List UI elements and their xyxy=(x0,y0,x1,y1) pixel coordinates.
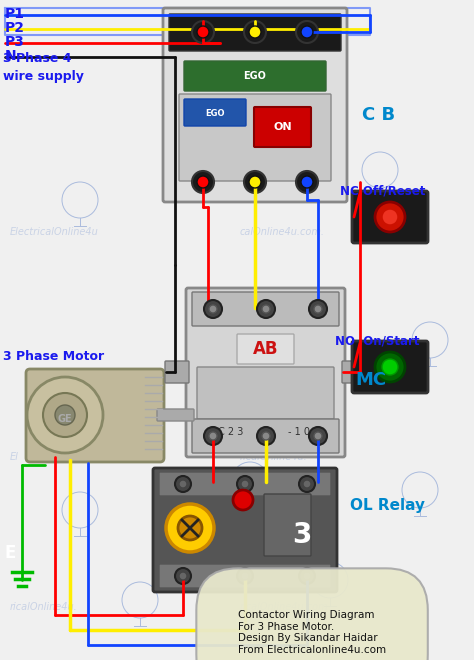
FancyBboxPatch shape xyxy=(237,334,294,364)
Text: EGO: EGO xyxy=(205,108,225,117)
Text: E: E xyxy=(5,544,17,562)
FancyBboxPatch shape xyxy=(342,361,366,383)
Text: ricalOnline4u.: ricalOnline4u. xyxy=(10,602,78,612)
Text: ricalOnline4u.: ricalOnline4u. xyxy=(240,452,308,462)
FancyBboxPatch shape xyxy=(197,367,334,419)
FancyBboxPatch shape xyxy=(264,494,311,556)
FancyBboxPatch shape xyxy=(192,419,339,453)
Circle shape xyxy=(166,504,214,552)
Circle shape xyxy=(375,202,405,232)
Circle shape xyxy=(209,305,217,313)
Circle shape xyxy=(262,305,270,313)
FancyBboxPatch shape xyxy=(159,472,331,496)
Circle shape xyxy=(249,26,261,38)
Text: GE: GE xyxy=(58,414,73,424)
Text: NO  On/Start: NO On/Start xyxy=(335,335,419,348)
Text: ricalOnline4u.com: ricalOnline4u.com xyxy=(240,602,328,612)
Circle shape xyxy=(204,300,222,318)
FancyBboxPatch shape xyxy=(184,61,326,91)
Text: P3: P3 xyxy=(5,35,25,49)
Circle shape xyxy=(382,209,398,225)
Circle shape xyxy=(299,568,315,584)
FancyBboxPatch shape xyxy=(184,99,246,126)
Circle shape xyxy=(175,568,191,584)
Circle shape xyxy=(244,21,266,43)
Circle shape xyxy=(27,377,103,453)
FancyBboxPatch shape xyxy=(179,94,331,181)
FancyBboxPatch shape xyxy=(192,292,339,326)
Text: ElectricalOnline4u: ElectricalOnline4u xyxy=(10,227,99,237)
FancyBboxPatch shape xyxy=(163,8,347,202)
Circle shape xyxy=(296,171,318,193)
Text: EGO: EGO xyxy=(244,71,266,81)
Text: 3 Phase 4
wire supply: 3 Phase 4 wire supply xyxy=(3,52,84,83)
Text: 3: 3 xyxy=(292,521,312,549)
Text: AB: AB xyxy=(253,340,279,358)
Circle shape xyxy=(244,171,266,193)
FancyBboxPatch shape xyxy=(169,14,341,51)
Circle shape xyxy=(237,568,253,584)
Text: - 1 0: - 1 0 xyxy=(288,427,310,437)
Circle shape xyxy=(309,300,327,318)
Text: NC Off/Reset: NC Off/Reset xyxy=(340,185,425,198)
Circle shape xyxy=(299,476,315,492)
Circle shape xyxy=(375,352,405,382)
FancyBboxPatch shape xyxy=(165,361,189,383)
FancyBboxPatch shape xyxy=(352,341,428,393)
Circle shape xyxy=(237,476,253,492)
Circle shape xyxy=(55,405,75,425)
Circle shape xyxy=(257,427,275,445)
Circle shape xyxy=(197,176,209,188)
Circle shape xyxy=(301,26,313,38)
Circle shape xyxy=(314,432,322,440)
Text: Contactor Wiring Diagram
For 3 Phase Motor.
Design By Sikandar Haidar
From Elect: Contactor Wiring Diagram For 3 Phase Mot… xyxy=(238,610,386,655)
Circle shape xyxy=(303,480,311,488)
FancyBboxPatch shape xyxy=(254,107,311,147)
Text: C 2 3: C 2 3 xyxy=(218,427,243,437)
Circle shape xyxy=(382,359,398,375)
Circle shape xyxy=(301,176,313,188)
Circle shape xyxy=(249,176,261,188)
Text: N: N xyxy=(5,49,17,63)
Text: C B: C B xyxy=(362,106,395,124)
Text: MC: MC xyxy=(355,371,386,389)
Circle shape xyxy=(209,432,217,440)
FancyBboxPatch shape xyxy=(26,369,164,462)
Circle shape xyxy=(179,572,187,580)
Circle shape xyxy=(233,490,253,510)
Text: El: El xyxy=(10,452,19,462)
Text: P1: P1 xyxy=(5,7,25,21)
FancyBboxPatch shape xyxy=(157,409,194,421)
Circle shape xyxy=(314,305,322,313)
Circle shape xyxy=(262,432,270,440)
FancyBboxPatch shape xyxy=(153,468,337,592)
Circle shape xyxy=(241,572,249,580)
FancyBboxPatch shape xyxy=(186,288,345,457)
Circle shape xyxy=(179,480,187,488)
Circle shape xyxy=(303,572,311,580)
Text: calOnline4u.com.: calOnline4u.com. xyxy=(240,227,325,237)
Circle shape xyxy=(241,480,249,488)
FancyBboxPatch shape xyxy=(352,191,428,243)
Circle shape xyxy=(178,516,202,540)
Circle shape xyxy=(192,21,214,43)
FancyBboxPatch shape xyxy=(159,564,331,588)
Text: 3 Phase Motor: 3 Phase Motor xyxy=(3,350,104,363)
Circle shape xyxy=(204,427,222,445)
Text: OL Relay: OL Relay xyxy=(350,498,425,513)
Circle shape xyxy=(257,300,275,318)
Circle shape xyxy=(197,26,209,38)
Text: P2: P2 xyxy=(5,21,25,35)
Circle shape xyxy=(309,427,327,445)
Circle shape xyxy=(192,171,214,193)
Text: ON: ON xyxy=(273,122,292,132)
Circle shape xyxy=(43,393,87,437)
Text: calOnline4u.: calOnline4u. xyxy=(50,452,111,462)
Circle shape xyxy=(175,476,191,492)
Circle shape xyxy=(296,21,318,43)
